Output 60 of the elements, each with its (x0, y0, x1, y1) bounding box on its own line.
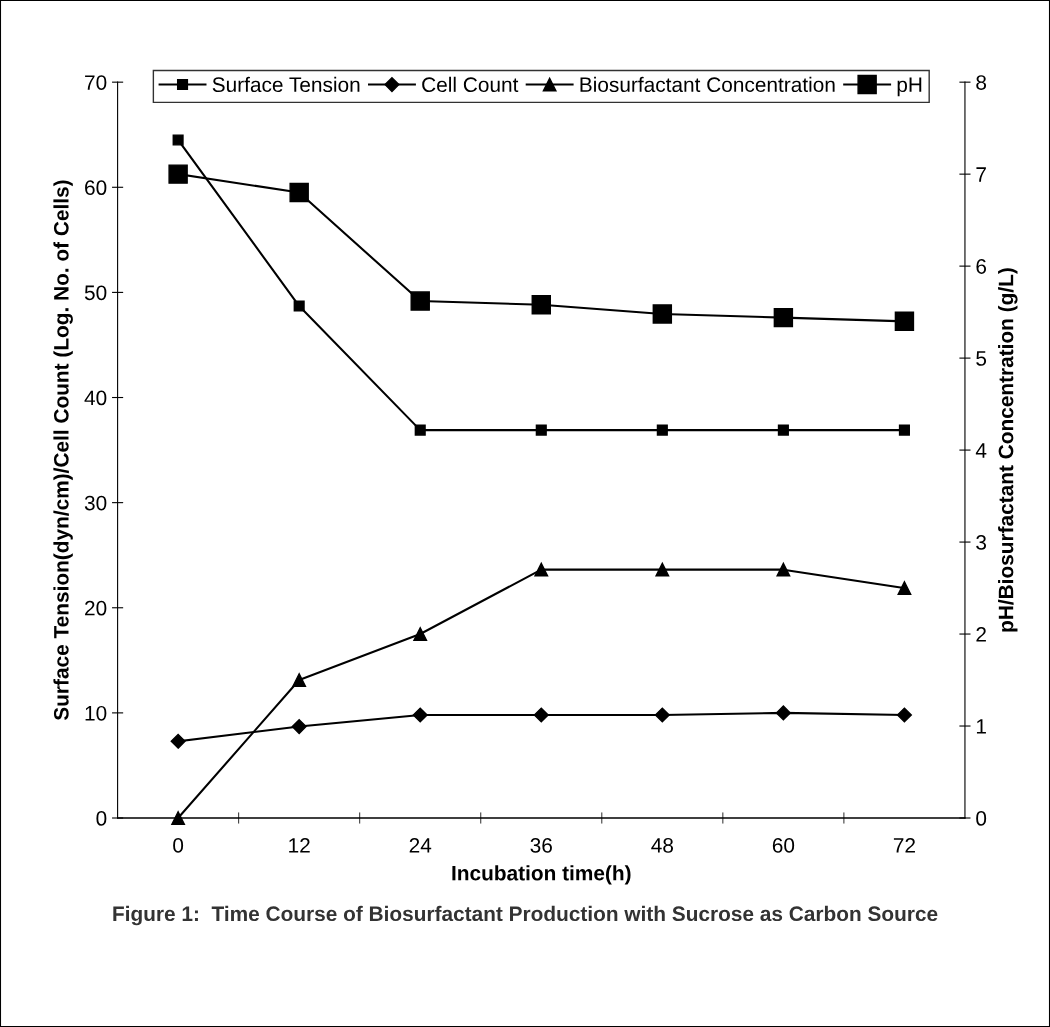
point (293, 300, 305, 312)
y2-tick-label: 8 (976, 75, 987, 90)
point (170, 733, 186, 749)
y-tick-label: 70 (85, 75, 107, 90)
legend-label: Surface Tension (212, 76, 360, 93)
point (534, 562, 549, 577)
y2-tick-label: 6 (976, 259, 987, 274)
point (171, 811, 186, 825)
point (656, 424, 668, 436)
y2-tick-label: 4 (975, 443, 987, 458)
point (898, 424, 910, 436)
x-tick-label: 12 (289, 838, 310, 853)
y-tick-label: 60 (85, 180, 107, 196)
y-tick-label: 0 (96, 811, 107, 826)
point (652, 304, 673, 324)
point (289, 182, 309, 203)
y2-tick-label: 5 (976, 351, 987, 366)
x-tick-label: 36 (530, 838, 552, 853)
x-tick-label: 72 (893, 838, 915, 853)
x-axis-title: Incubation time(h) (452, 865, 631, 885)
point (654, 707, 670, 723)
y2-tick-label: 2 (976, 627, 986, 642)
point (531, 295, 551, 315)
x-tick-label: 0 (173, 838, 184, 853)
point (168, 164, 188, 184)
y-tick-label: 40 (84, 390, 107, 406)
point (777, 424, 789, 436)
point (775, 705, 791, 721)
y2-axis-title: pH/Biosurfactant Concentration (g/L) (998, 268, 1018, 632)
point (773, 307, 794, 328)
point (776, 562, 791, 577)
legend-label: Cell Count (422, 76, 519, 93)
point (410, 291, 430, 311)
y2-tick-label: 3 (976, 535, 987, 550)
caption: Figure 1: Time Course of Biosurfactant Production with Sucrose as Carbon Source (113, 905, 938, 926)
point (894, 311, 915, 332)
y-tick-label: 20 (85, 600, 107, 616)
y2-tick-label: 1 (976, 719, 986, 734)
point (413, 627, 428, 641)
point (412, 707, 428, 723)
y2-tick-label: 0 (976, 811, 987, 826)
y-tick-label: 50 (84, 285, 107, 301)
y-tick-label: 30 (84, 495, 107, 511)
legend-label: pH (897, 77, 922, 97)
point (533, 707, 549, 723)
point (292, 673, 307, 687)
x-tick-label: 60 (772, 838, 795, 853)
point (291, 718, 307, 735)
y2-tick-label: 7 (976, 167, 986, 182)
point (414, 424, 426, 436)
point (535, 424, 547, 436)
point (896, 707, 912, 723)
y-tick-label: 10 (85, 705, 107, 721)
point (172, 134, 184, 146)
legend-label: Biosurfactant Concentration (580, 76, 835, 93)
x-tick-label: 24 (409, 838, 432, 853)
y-axis-title: Surface Tension(dyn/cm)/Cell Count (Log. No. of Cells) (53, 180, 73, 721)
point (655, 562, 670, 577)
point (897, 581, 912, 595)
x-tick-label: 48 (651, 838, 674, 853)
